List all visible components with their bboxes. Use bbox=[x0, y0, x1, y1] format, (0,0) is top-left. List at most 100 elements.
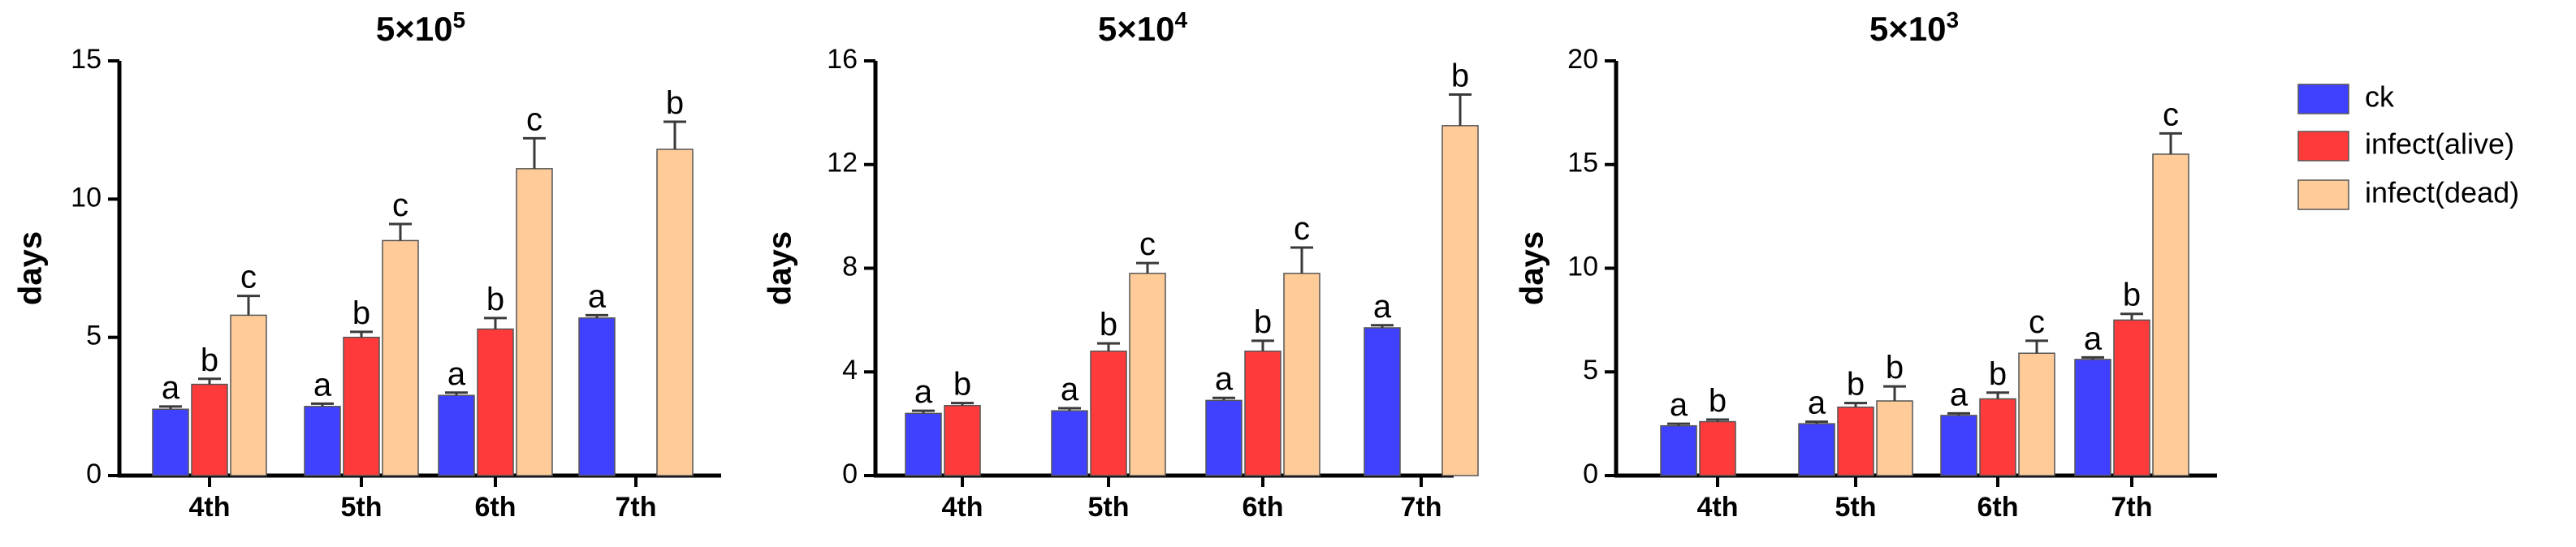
significance-label: c bbox=[2029, 304, 2045, 340]
significance-label: a bbox=[1670, 387, 1688, 423]
y-axis-label: days bbox=[13, 231, 49, 305]
bar-infect-dead bbox=[2152, 153, 2189, 476]
bar-infect-alive bbox=[944, 405, 981, 476]
significance-label: b bbox=[486, 282, 504, 317]
y-tick-label: 4 bbox=[842, 355, 858, 385]
bar-infect-dead bbox=[2018, 352, 2055, 476]
bar-infect-alive bbox=[343, 336, 380, 476]
x-tick-label: 7th bbox=[2111, 492, 2153, 523]
bar-ck bbox=[2074, 359, 2111, 476]
x-tick-label: 6th bbox=[475, 492, 516, 523]
x-tick-label: 6th bbox=[1977, 492, 2019, 523]
y-tick-label: 8 bbox=[842, 251, 858, 282]
significance-label: a bbox=[1215, 361, 1234, 397]
bar-infect-dead bbox=[516, 168, 553, 476]
significance-label: b bbox=[1451, 58, 1469, 94]
x-tick-label: 5th bbox=[341, 492, 383, 523]
bar-infect-dead bbox=[382, 239, 419, 476]
x-tick-label: 7th bbox=[1401, 492, 1442, 523]
x-tick-label: 5th bbox=[1088, 492, 1130, 523]
bar-infect-alive bbox=[1090, 350, 1127, 476]
bar-ck bbox=[304, 406, 341, 476]
x-tick-label: 4th bbox=[189, 492, 231, 523]
x-tick-label: 6th bbox=[1243, 492, 1284, 523]
y-tick-label: 5 bbox=[86, 321, 102, 351]
bar-infect-alive bbox=[1979, 398, 2016, 476]
legend-swatch bbox=[2297, 84, 2349, 114]
significance-label: a bbox=[447, 356, 466, 392]
y-tick-label: 10 bbox=[1567, 251, 1598, 282]
y-tick-label: 15 bbox=[71, 44, 102, 75]
bar-ck bbox=[438, 394, 475, 476]
significance-label: b bbox=[2123, 278, 2141, 313]
significance-label: c bbox=[526, 101, 542, 137]
significance-label: b bbox=[1886, 350, 1904, 385]
y-tick-label: 10 bbox=[71, 182, 102, 213]
significance-label: a bbox=[1061, 372, 1079, 407]
y-tick-label: 0 bbox=[1583, 459, 1598, 489]
legend-swatch bbox=[2297, 131, 2349, 162]
y-tick-label: 0 bbox=[86, 459, 102, 489]
legend-label: infect(alive) bbox=[2365, 127, 2514, 161]
x-tick-label: 4th bbox=[1697, 492, 1739, 523]
significance-label: b bbox=[1847, 367, 1865, 403]
x-tick-label: 4th bbox=[942, 492, 983, 523]
bar-ck bbox=[1660, 424, 1697, 476]
y-tick-label: 5 bbox=[1583, 355, 1598, 385]
panel-title: 5×104 bbox=[1098, 7, 1188, 48]
bar-infect-alive bbox=[1837, 406, 1874, 476]
bar-infect-alive bbox=[1699, 420, 1736, 476]
significance-label: a bbox=[588, 278, 607, 314]
bar-ck bbox=[578, 317, 616, 476]
bar-infect-dead bbox=[1876, 400, 1913, 476]
legend-swatch bbox=[2297, 179, 2349, 210]
significance-label: b bbox=[1709, 383, 1727, 419]
y-tick-label: 12 bbox=[827, 148, 858, 179]
bar-ck bbox=[152, 408, 189, 476]
y-tick-label: 0 bbox=[842, 459, 858, 489]
significance-label: c bbox=[1139, 226, 1156, 262]
bar-ck bbox=[905, 412, 942, 476]
bar-ck bbox=[1205, 399, 1243, 476]
significance-label: a bbox=[1950, 377, 1969, 412]
bar-infect-alive bbox=[477, 328, 514, 476]
panel-title: 5×105 bbox=[376, 7, 465, 48]
significance-label: b bbox=[201, 342, 218, 378]
bar-infect-dead bbox=[1129, 273, 1166, 476]
x-tick-label: 5th bbox=[1835, 492, 1877, 523]
significance-label: b bbox=[1100, 307, 1117, 342]
y-tick-label: 20 bbox=[1567, 44, 1598, 75]
y-tick-label: 15 bbox=[1567, 148, 1598, 179]
significance-label: c bbox=[2163, 97, 2179, 132]
significance-label: b bbox=[1254, 304, 1272, 340]
bar-infect-alive bbox=[191, 383, 228, 476]
bar-infect-alive bbox=[1244, 350, 1282, 476]
y-axis-label: days bbox=[1515, 231, 1550, 305]
significance-label: a bbox=[2084, 321, 2103, 356]
significance-label: b bbox=[352, 295, 370, 331]
significance-label: a bbox=[162, 370, 180, 406]
bar-infect-dead bbox=[230, 314, 267, 476]
bar-ck bbox=[1051, 410, 1088, 476]
legend-label: infect(dead) bbox=[2365, 176, 2519, 209]
significance-label: c bbox=[1294, 211, 1310, 247]
bar-ck bbox=[1798, 423, 1835, 476]
bar-infect-dead bbox=[656, 149, 694, 476]
significance-label: b bbox=[953, 367, 971, 403]
significance-label: a bbox=[1373, 289, 1392, 325]
significance-label: c bbox=[392, 187, 408, 223]
significance-label: b bbox=[666, 85, 684, 121]
significance-label: b bbox=[1989, 356, 2007, 392]
bar-ck bbox=[1940, 415, 1977, 476]
significance-label: a bbox=[313, 367, 332, 403]
bar-infect-dead bbox=[1441, 125, 1479, 476]
bar-infect-dead bbox=[1283, 273, 1320, 476]
bar-ck bbox=[1364, 327, 1401, 476]
significance-label: a bbox=[914, 374, 933, 410]
panel-title: 5×103 bbox=[1869, 7, 1959, 48]
